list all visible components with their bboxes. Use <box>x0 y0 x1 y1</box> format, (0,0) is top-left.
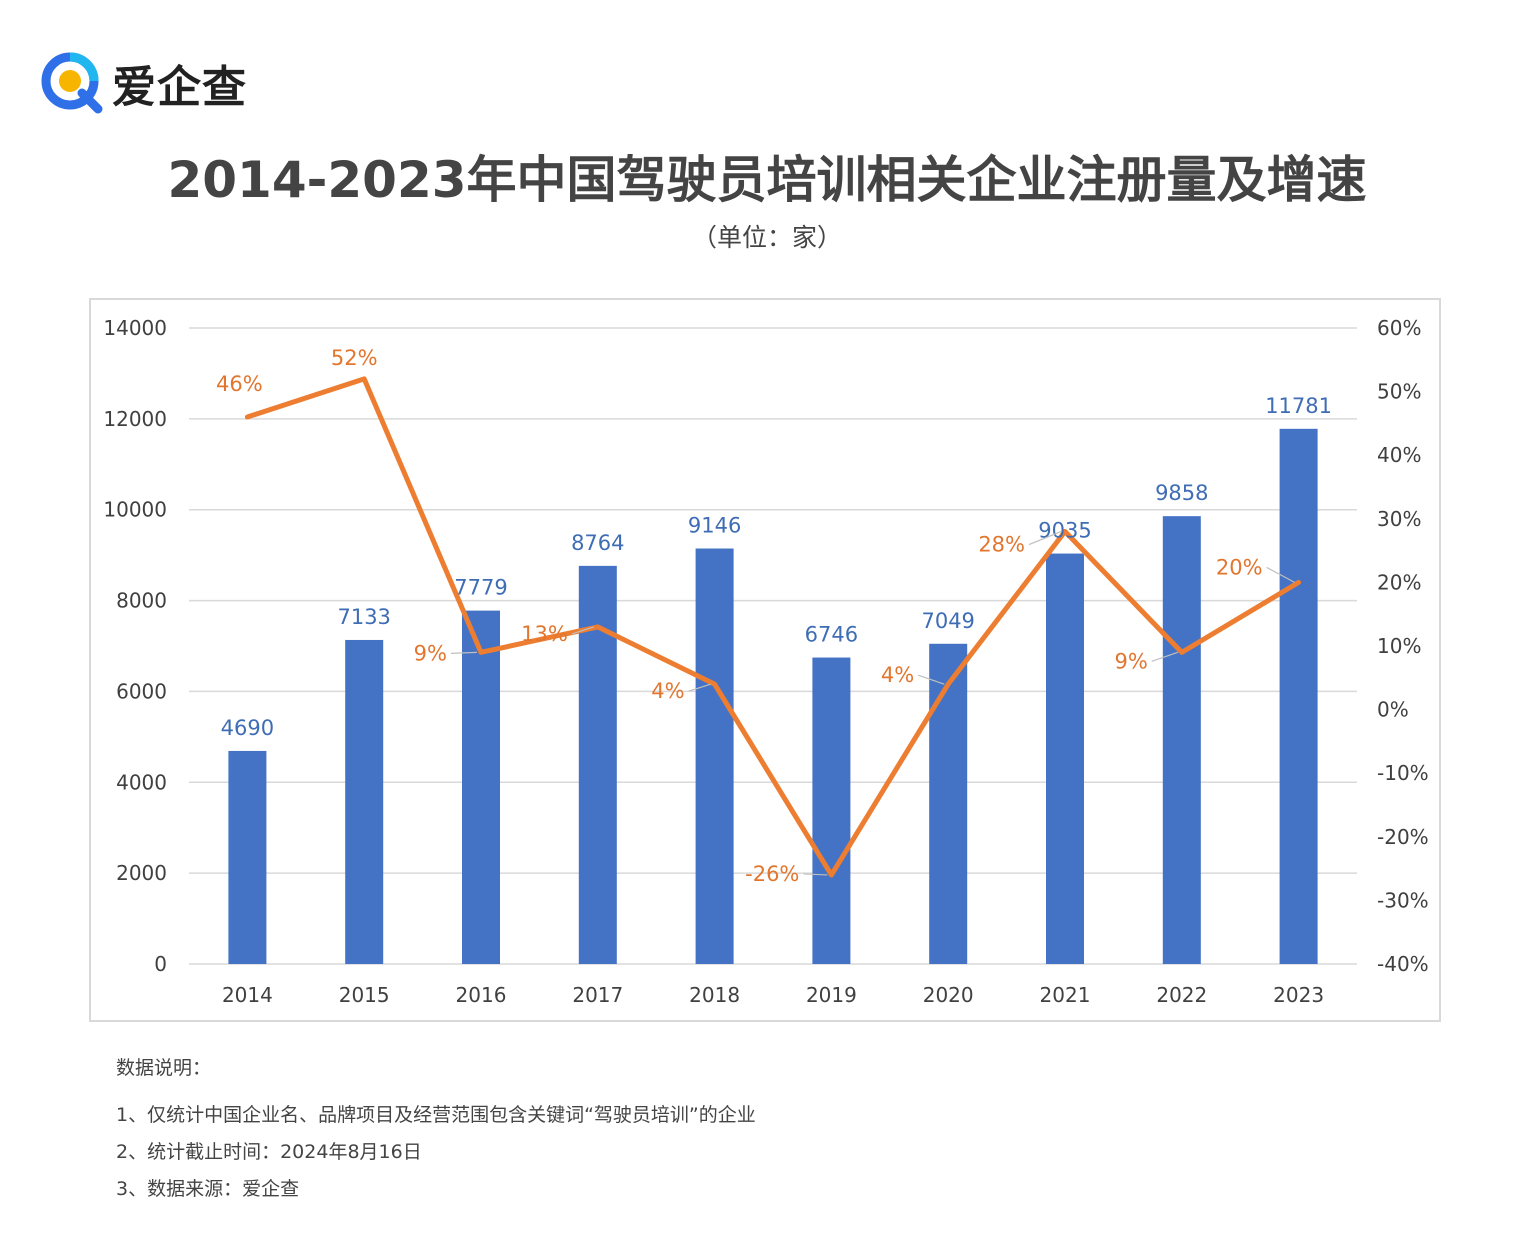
x-tick-label: 2023 <box>1273 983 1324 1007</box>
y-right-tick-label: 50% <box>1377 380 1421 404</box>
bar <box>1279 428 1318 964</box>
growth-value-label: 46% <box>216 372 263 396</box>
y-left-tick-label: 8000 <box>116 589 167 613</box>
bar <box>345 639 384 964</box>
bar <box>812 657 851 964</box>
y-left-tick-label: 10000 <box>103 498 167 522</box>
y-right-tick-label: 10% <box>1377 634 1421 658</box>
note-item: 3、数据来源：爱企查 <box>116 1178 300 1200</box>
x-tick-label: 2015 <box>339 983 390 1007</box>
note-item: 2、统计截止时间：2024年8月16日 <box>116 1141 422 1163</box>
leader-line <box>1151 651 1178 662</box>
x-tick-label: 2016 <box>456 983 507 1007</box>
y-right-tick-label: 20% <box>1377 570 1421 594</box>
y-right-tick-label: 60% <box>1377 316 1421 340</box>
leader-line <box>450 651 478 654</box>
leader-line <box>803 873 828 876</box>
leader-line <box>1266 566 1295 583</box>
growth-value-label: 13% <box>521 622 568 646</box>
x-tick-label: 2022 <box>1156 983 1207 1007</box>
y-right-tick-label: -10% <box>1377 761 1429 785</box>
bar-value-label: 11781 <box>1265 394 1332 418</box>
combo-chart: 0 2000 4000 6000 8000 10000 12000 14000 -40% -30%… <box>103 316 1429 1007</box>
x-tick-label: 2018 <box>689 983 740 1007</box>
growth-value-label: 9% <box>1114 649 1147 673</box>
bar-value-label: 8764 <box>571 531 624 555</box>
x-tick-label: 2019 <box>806 983 857 1007</box>
bar-value-label: 7779 <box>454 576 507 600</box>
bar <box>462 610 500 964</box>
x-tick-label: 2020 <box>923 983 974 1007</box>
growth-value-label: 9% <box>414 641 447 665</box>
y-left-tick-label: 6000 <box>116 679 167 703</box>
growth-value-label: 4% <box>881 663 914 687</box>
bar <box>929 643 968 964</box>
bar-value-label: 6746 <box>805 623 858 647</box>
x-tick-label: 2014 <box>222 983 273 1007</box>
leader-line <box>1028 530 1062 546</box>
y-left-tick-label: 0 <box>154 952 167 976</box>
chart-subtitle: （单位：家） <box>691 223 842 252</box>
y-right-tick-label: 30% <box>1377 507 1421 531</box>
y-left-tick-label: 2000 <box>116 861 167 885</box>
bar-value-label: 9146 <box>688 514 741 538</box>
brand-logo: 爱企查 <box>40 48 247 118</box>
bar-value-label: 9035 <box>1038 519 1091 543</box>
bar-value-label: 4690 <box>221 716 274 740</box>
bar-value-label: 9858 <box>1155 481 1208 505</box>
notes-heading: 数据说明： <box>116 1057 212 1079</box>
y-right-tick-label: -30% <box>1377 888 1429 912</box>
y-right-tick-label: -20% <box>1377 825 1429 849</box>
y-left-tick-label: 12000 <box>103 407 167 431</box>
note-item: 1、仅统计中国企业名、品牌项目及经营范围包含关键词“驾驶员培训”的企业 <box>116 1104 756 1126</box>
y-right-tick-label: 40% <box>1377 443 1421 467</box>
bar-value-label: 7049 <box>921 609 974 633</box>
leader-line <box>688 683 711 692</box>
leader-line <box>571 626 594 635</box>
bar <box>1046 553 1084 964</box>
growth-value-label: 52% <box>331 346 378 370</box>
y-right-tick-label: 0% <box>1377 698 1409 722</box>
chart-title: 2014-2023年中国驾驶员培训相关企业注册量及增速 <box>167 151 1367 209</box>
leader-line <box>918 674 945 685</box>
bar <box>228 750 267 964</box>
y-right-tick-label: -40% <box>1377 952 1429 976</box>
growth-line <box>244 376 1302 878</box>
bar <box>1162 516 1201 964</box>
magnifier-q-icon <box>41 52 103 114</box>
bar-value-label: 7133 <box>337 605 390 629</box>
y-left-tick-label: 4000 <box>116 770 167 794</box>
growth-value-label: 4% <box>651 679 684 703</box>
brand-name: 爱企查 <box>112 62 247 113</box>
growth-value-label: 28% <box>978 533 1025 557</box>
data-notes: 数据说明： 1、仅统计中国企业名、品牌项目及经营范围包含关键词“驾驶员培训”的企… <box>116 1053 756 1211</box>
growth-value-label: 20% <box>1216 555 1263 579</box>
x-tick-label: 2017 <box>572 983 623 1007</box>
growth-value-label: -26% <box>745 862 799 886</box>
bar <box>695 548 734 964</box>
y-left-tick-label: 14000 <box>103 316 167 340</box>
chart-frame: 0 2000 4000 6000 8000 10000 12000 14000 -40% -30%… <box>89 298 1441 1022</box>
x-tick-label: 2021 <box>1040 983 1091 1007</box>
